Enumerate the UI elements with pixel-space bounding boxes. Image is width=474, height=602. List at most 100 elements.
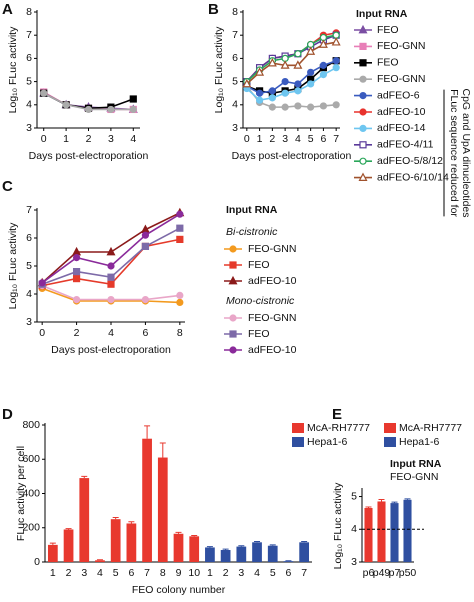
side-note: CpG and UpA dinucleotides xyxy=(460,89,472,218)
x-tick-label: 8 xyxy=(177,327,183,339)
point xyxy=(107,105,115,114)
point xyxy=(129,95,137,103)
bar xyxy=(236,546,247,562)
x-tick-label: 6 xyxy=(320,133,326,145)
x-axis-title: FEO colony number xyxy=(132,584,226,596)
annotation: Input RNA xyxy=(390,458,442,470)
legend-label: adFEO-10 xyxy=(248,344,297,356)
panel-label: B xyxy=(208,1,219,18)
panel-label: E xyxy=(332,406,342,423)
error-bar xyxy=(49,542,56,545)
point xyxy=(319,61,328,69)
point xyxy=(268,87,276,95)
bar xyxy=(95,560,105,562)
error-bar xyxy=(175,531,182,534)
point xyxy=(84,105,93,114)
legend-label: FEO xyxy=(248,328,270,340)
error-bar xyxy=(301,540,308,543)
point xyxy=(38,279,46,287)
y-tick-label: 5 xyxy=(351,490,357,502)
legend-marker xyxy=(229,245,237,253)
y-tick-label: 4 xyxy=(232,99,238,111)
legend-label: FEO-GNN xyxy=(248,243,296,255)
y-tick-label: 200 xyxy=(22,522,40,534)
point xyxy=(129,105,137,114)
point xyxy=(176,298,184,306)
bar xyxy=(299,542,310,562)
x-tick-label: 5 xyxy=(113,567,119,579)
legend-swatch xyxy=(384,423,396,433)
point xyxy=(141,242,150,250)
y-axis-title: Log₁₀ FLuc activity xyxy=(213,26,225,113)
x-tick-label: 2 xyxy=(269,133,275,145)
side-note: FLuc sequence reduced for xyxy=(448,89,460,217)
x-tick-label: p7 xyxy=(389,567,401,579)
point xyxy=(281,77,289,86)
legend-marker xyxy=(229,261,237,269)
point xyxy=(331,37,341,46)
x-tick-label: 5 xyxy=(308,133,314,145)
error-bar xyxy=(391,501,398,504)
legend-label: Hepa1-6 xyxy=(399,436,439,448)
point xyxy=(318,39,328,48)
bar xyxy=(220,550,231,562)
x-tick-label: 1 xyxy=(63,133,69,145)
bar xyxy=(189,536,200,562)
error-bar xyxy=(81,475,88,479)
legend-label: McA-RH7777 xyxy=(399,422,462,434)
bar xyxy=(205,547,215,562)
error-bar xyxy=(404,498,411,500)
y-tick-label: 3 xyxy=(351,556,357,568)
x-tick-label: 5 xyxy=(270,567,276,579)
legend-marker xyxy=(359,124,367,132)
x-tick-label: 10 xyxy=(188,567,200,579)
error-bar xyxy=(65,528,72,530)
x-tick-label: 8 xyxy=(160,567,166,579)
x-tick-label: 7 xyxy=(301,567,307,579)
x-tick-label: 0 xyxy=(244,133,250,145)
point xyxy=(255,89,264,97)
legend-label: adFEO-10 xyxy=(377,106,426,118)
bar xyxy=(364,508,373,562)
y-tick-label: 8 xyxy=(232,6,238,18)
x-tick-label: 6 xyxy=(142,327,148,339)
point xyxy=(72,275,81,283)
x-tick-label: p50 xyxy=(399,567,417,579)
bar xyxy=(157,457,168,562)
legend-label: FEO xyxy=(377,24,399,36)
legend-marker xyxy=(359,157,367,165)
point xyxy=(176,210,184,218)
point xyxy=(280,60,290,69)
y-tick-label: 6 xyxy=(26,232,32,244)
x-tick-label: 3 xyxy=(81,567,87,579)
legend-marker xyxy=(228,275,238,285)
point xyxy=(72,254,81,262)
error-bar xyxy=(191,534,198,537)
bar xyxy=(283,561,294,562)
y-tick-label: 3 xyxy=(26,316,32,328)
x-tick-label: 2 xyxy=(86,133,92,145)
legend-label: FEO-GNN xyxy=(377,40,425,52)
panel-label: C xyxy=(2,178,13,195)
legend-marker xyxy=(359,75,367,83)
x-tick-label: 2 xyxy=(66,567,72,579)
error-bar xyxy=(254,540,261,543)
point xyxy=(255,67,265,76)
x-tick-label: 6 xyxy=(128,567,134,579)
x-tick-label: 4 xyxy=(108,327,114,339)
point xyxy=(294,87,302,95)
legend-swatch xyxy=(292,423,304,433)
legend-title: Input RNA xyxy=(356,8,408,20)
x-tick-label: 1 xyxy=(207,567,213,579)
y-tick-label: 400 xyxy=(22,487,40,499)
legend-marker xyxy=(358,24,368,34)
legend-group: Bi-cistronic xyxy=(226,226,278,238)
point xyxy=(281,103,289,111)
point xyxy=(307,68,315,76)
y-axis-title: FLuc activity per cell xyxy=(15,446,27,541)
legend-marker xyxy=(229,314,237,322)
x-tick-label: p49 xyxy=(373,567,391,579)
y-axis-title: Log₁₀ FLuc activity xyxy=(7,222,19,309)
panel-label: A xyxy=(2,1,13,18)
point xyxy=(141,296,150,304)
